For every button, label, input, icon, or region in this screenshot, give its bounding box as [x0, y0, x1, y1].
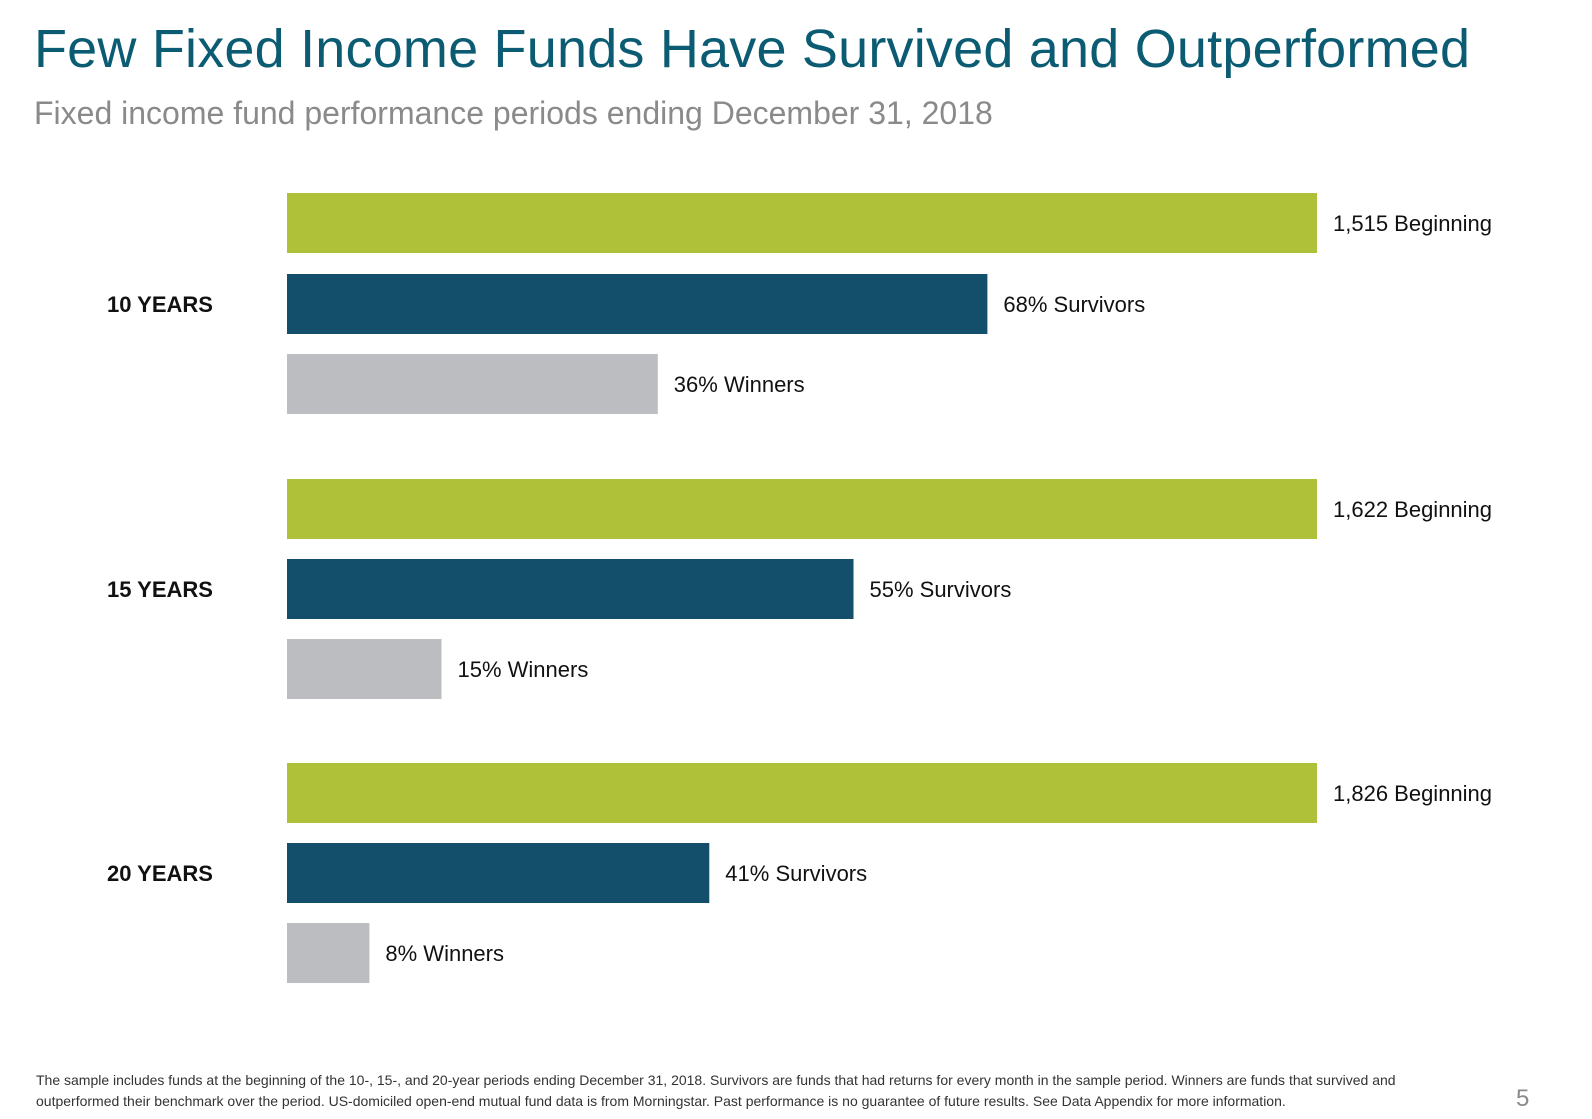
bar-value-label: 1,622 Beginning [1333, 497, 1492, 522]
fund-survival-bar-chart: 10 YEARS 1,515 Beginning 68% Survivors 36% … [107, 193, 1492, 983]
bar-beginning [287, 479, 1317, 539]
group-label: 20 YEARS [107, 861, 213, 886]
page-number: 5 [1516, 1085, 1530, 1112]
bar-value-label: 55% Survivors [870, 577, 1012, 602]
bar-survivors [287, 843, 710, 903]
bar-winners [287, 639, 442, 699]
bar-value-label: 8% Winners [385, 941, 504, 966]
bar-winners [287, 923, 370, 983]
slide-subtitle: Fixed income fund performance periods en… [34, 95, 993, 131]
bar-value-label: 1,826 Beginning [1333, 781, 1492, 806]
bar-group-15-years: 15 YEARS 1,622 Beginning 55% Survivors 15% … [107, 479, 1492, 699]
bar-winners [287, 354, 658, 414]
bar-beginning [287, 763, 1317, 823]
bar-group-20-years: 20 YEARS 1,826 Beginning 41% Survivors 8% W… [107, 763, 1492, 983]
bar-value-label: 68% Survivors [1003, 292, 1145, 317]
bar-value-label: 15% Winners [458, 657, 589, 682]
bar-survivors [287, 559, 854, 619]
footnote: The sample includes funds at the beginni… [36, 1072, 1396, 1109]
group-label: 15 YEARS [107, 577, 213, 602]
bar-value-label: 36% Winners [674, 372, 805, 397]
bar-group-10-years: 10 YEARS 1,515 Beginning 68% Survivors 36% … [107, 193, 1492, 414]
group-label: 10 YEARS [107, 292, 213, 317]
bar-value-label: 41% Survivors [725, 861, 867, 886]
bar-value-label: 1,515 Beginning [1333, 211, 1492, 236]
bar-survivors [287, 274, 988, 334]
bar-beginning [287, 193, 1317, 253]
slide-title: Few Fixed Income Funds Have Survived and… [34, 19, 1471, 79]
